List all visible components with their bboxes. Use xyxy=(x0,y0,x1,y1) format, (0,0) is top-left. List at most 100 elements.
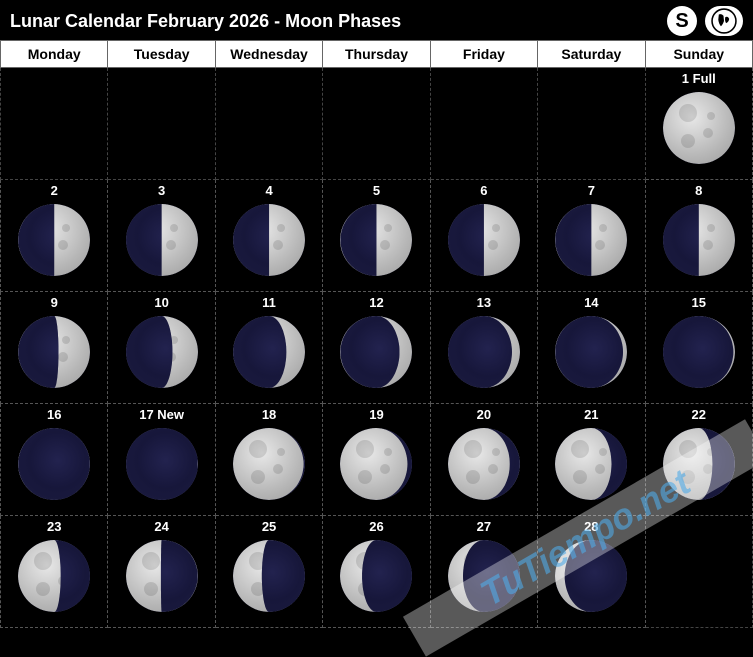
calendar-cell xyxy=(1,68,108,180)
moon-phase-icon xyxy=(18,540,90,612)
day-label: 23 xyxy=(1,516,107,534)
day-label: 6 xyxy=(431,180,537,198)
globe-icon xyxy=(705,6,743,36)
day-label: 9 xyxy=(1,292,107,310)
calendar-cell: 7 xyxy=(538,180,645,292)
day-label: 15 xyxy=(646,292,752,310)
day-label: 7 xyxy=(538,180,644,198)
moon-phase-icon xyxy=(126,428,198,500)
moon-phase-icon xyxy=(448,428,520,500)
calendar-cell: 22 xyxy=(645,404,752,516)
calendar-cell: 17 New xyxy=(108,404,215,516)
moon-phase-icon xyxy=(448,540,520,612)
day-label: 19 xyxy=(323,404,429,422)
calendar-cell xyxy=(323,68,430,180)
calendar-cell: 25 xyxy=(215,516,322,628)
weekday-header: Friday xyxy=(430,41,537,68)
calendar-cell: 4 xyxy=(215,180,322,292)
calendar-cell: 23 xyxy=(1,516,108,628)
calendar-cell: 2 xyxy=(1,180,108,292)
hemisphere-badge: S xyxy=(667,6,697,36)
day-label: 3 xyxy=(108,180,214,198)
calendar-cell: 9 xyxy=(1,292,108,404)
calendar-cell xyxy=(430,68,537,180)
weekday-header: Thursday xyxy=(323,41,430,68)
day-label: 28 xyxy=(538,516,644,534)
calendar-cell: 5 xyxy=(323,180,430,292)
day-label: 18 xyxy=(216,404,322,422)
moon-phase-icon xyxy=(663,92,735,164)
calendar-cell: 19 xyxy=(323,404,430,516)
calendar-cell: 11 xyxy=(215,292,322,404)
day-label: 21 xyxy=(538,404,644,422)
day-label: 20 xyxy=(431,404,537,422)
calendar-cell: 24 xyxy=(108,516,215,628)
moon-phase-icon xyxy=(555,428,627,500)
weekday-header: Wednesday xyxy=(215,41,322,68)
calendar-cell: 27 xyxy=(430,516,537,628)
calendar-cell: 18 xyxy=(215,404,322,516)
calendar-cell: 16 xyxy=(1,404,108,516)
day-label: 22 xyxy=(646,404,752,422)
calendar-cell: 3 xyxy=(108,180,215,292)
moon-phase-icon xyxy=(233,316,305,388)
weekday-header: Monday xyxy=(1,41,108,68)
moon-phase-icon xyxy=(126,316,198,388)
calendar-cell: 8 xyxy=(645,180,752,292)
moon-phase-icon xyxy=(663,316,735,388)
moon-phase-icon xyxy=(233,428,305,500)
day-label: 11 xyxy=(216,292,322,310)
moon-phase-icon xyxy=(18,316,90,388)
calendar-cell: 10 xyxy=(108,292,215,404)
weekday-header: Tuesday xyxy=(108,41,215,68)
weekday-header: Saturday xyxy=(538,41,645,68)
calendar-cell xyxy=(645,516,752,628)
day-label: 10 xyxy=(108,292,214,310)
day-label: 2 xyxy=(1,180,107,198)
day-label: 25 xyxy=(216,516,322,534)
moon-phase-icon xyxy=(233,204,305,276)
day-label: 8 xyxy=(646,180,752,198)
calendar-cell xyxy=(215,68,322,180)
calendar-cell: 15 xyxy=(645,292,752,404)
day-label: 12 xyxy=(323,292,429,310)
day-label: 4 xyxy=(216,180,322,198)
calendar-cell: 20 xyxy=(430,404,537,516)
moon-phase-icon xyxy=(18,204,90,276)
calendar-cell: 21 xyxy=(538,404,645,516)
calendar-cell xyxy=(108,68,215,180)
calendar-cell: 26 xyxy=(323,516,430,628)
day-label: 1 Full xyxy=(646,68,752,86)
moon-phase-icon xyxy=(340,428,412,500)
moon-phase-icon xyxy=(126,540,198,612)
calendar-cell: 14 xyxy=(538,292,645,404)
moon-phase-icon xyxy=(663,204,735,276)
moon-phase-icon xyxy=(555,540,627,612)
moon-phase-icon xyxy=(126,204,198,276)
page-title: Lunar Calendar February 2026 - Moon Phas… xyxy=(10,11,667,32)
moon-phase-icon xyxy=(18,428,90,500)
day-label: 26 xyxy=(323,516,429,534)
calendar-cell: 12 xyxy=(323,292,430,404)
header: Lunar Calendar February 2026 - Moon Phas… xyxy=(0,0,753,40)
calendar-cell: 13 xyxy=(430,292,537,404)
moon-phase-icon xyxy=(555,316,627,388)
day-label: 27 xyxy=(431,516,537,534)
calendar-cell: 6 xyxy=(430,180,537,292)
calendar-cell: 28 xyxy=(538,516,645,628)
moon-phase-icon xyxy=(555,204,627,276)
weekday-header: Sunday xyxy=(645,41,752,68)
moon-phase-icon xyxy=(448,204,520,276)
moon-phase-icon xyxy=(340,540,412,612)
calendar-cell: 1 Full xyxy=(645,68,752,180)
moon-phase-icon xyxy=(340,316,412,388)
moon-phase-icon xyxy=(233,540,305,612)
day-label: 16 xyxy=(1,404,107,422)
moon-phase-icon xyxy=(340,204,412,276)
moon-phase-icon xyxy=(448,316,520,388)
moon-phase-icon xyxy=(663,428,735,500)
calendar-cell xyxy=(538,68,645,180)
day-label: 13 xyxy=(431,292,537,310)
day-label: 17 New xyxy=(108,404,214,422)
day-label: 5 xyxy=(323,180,429,198)
